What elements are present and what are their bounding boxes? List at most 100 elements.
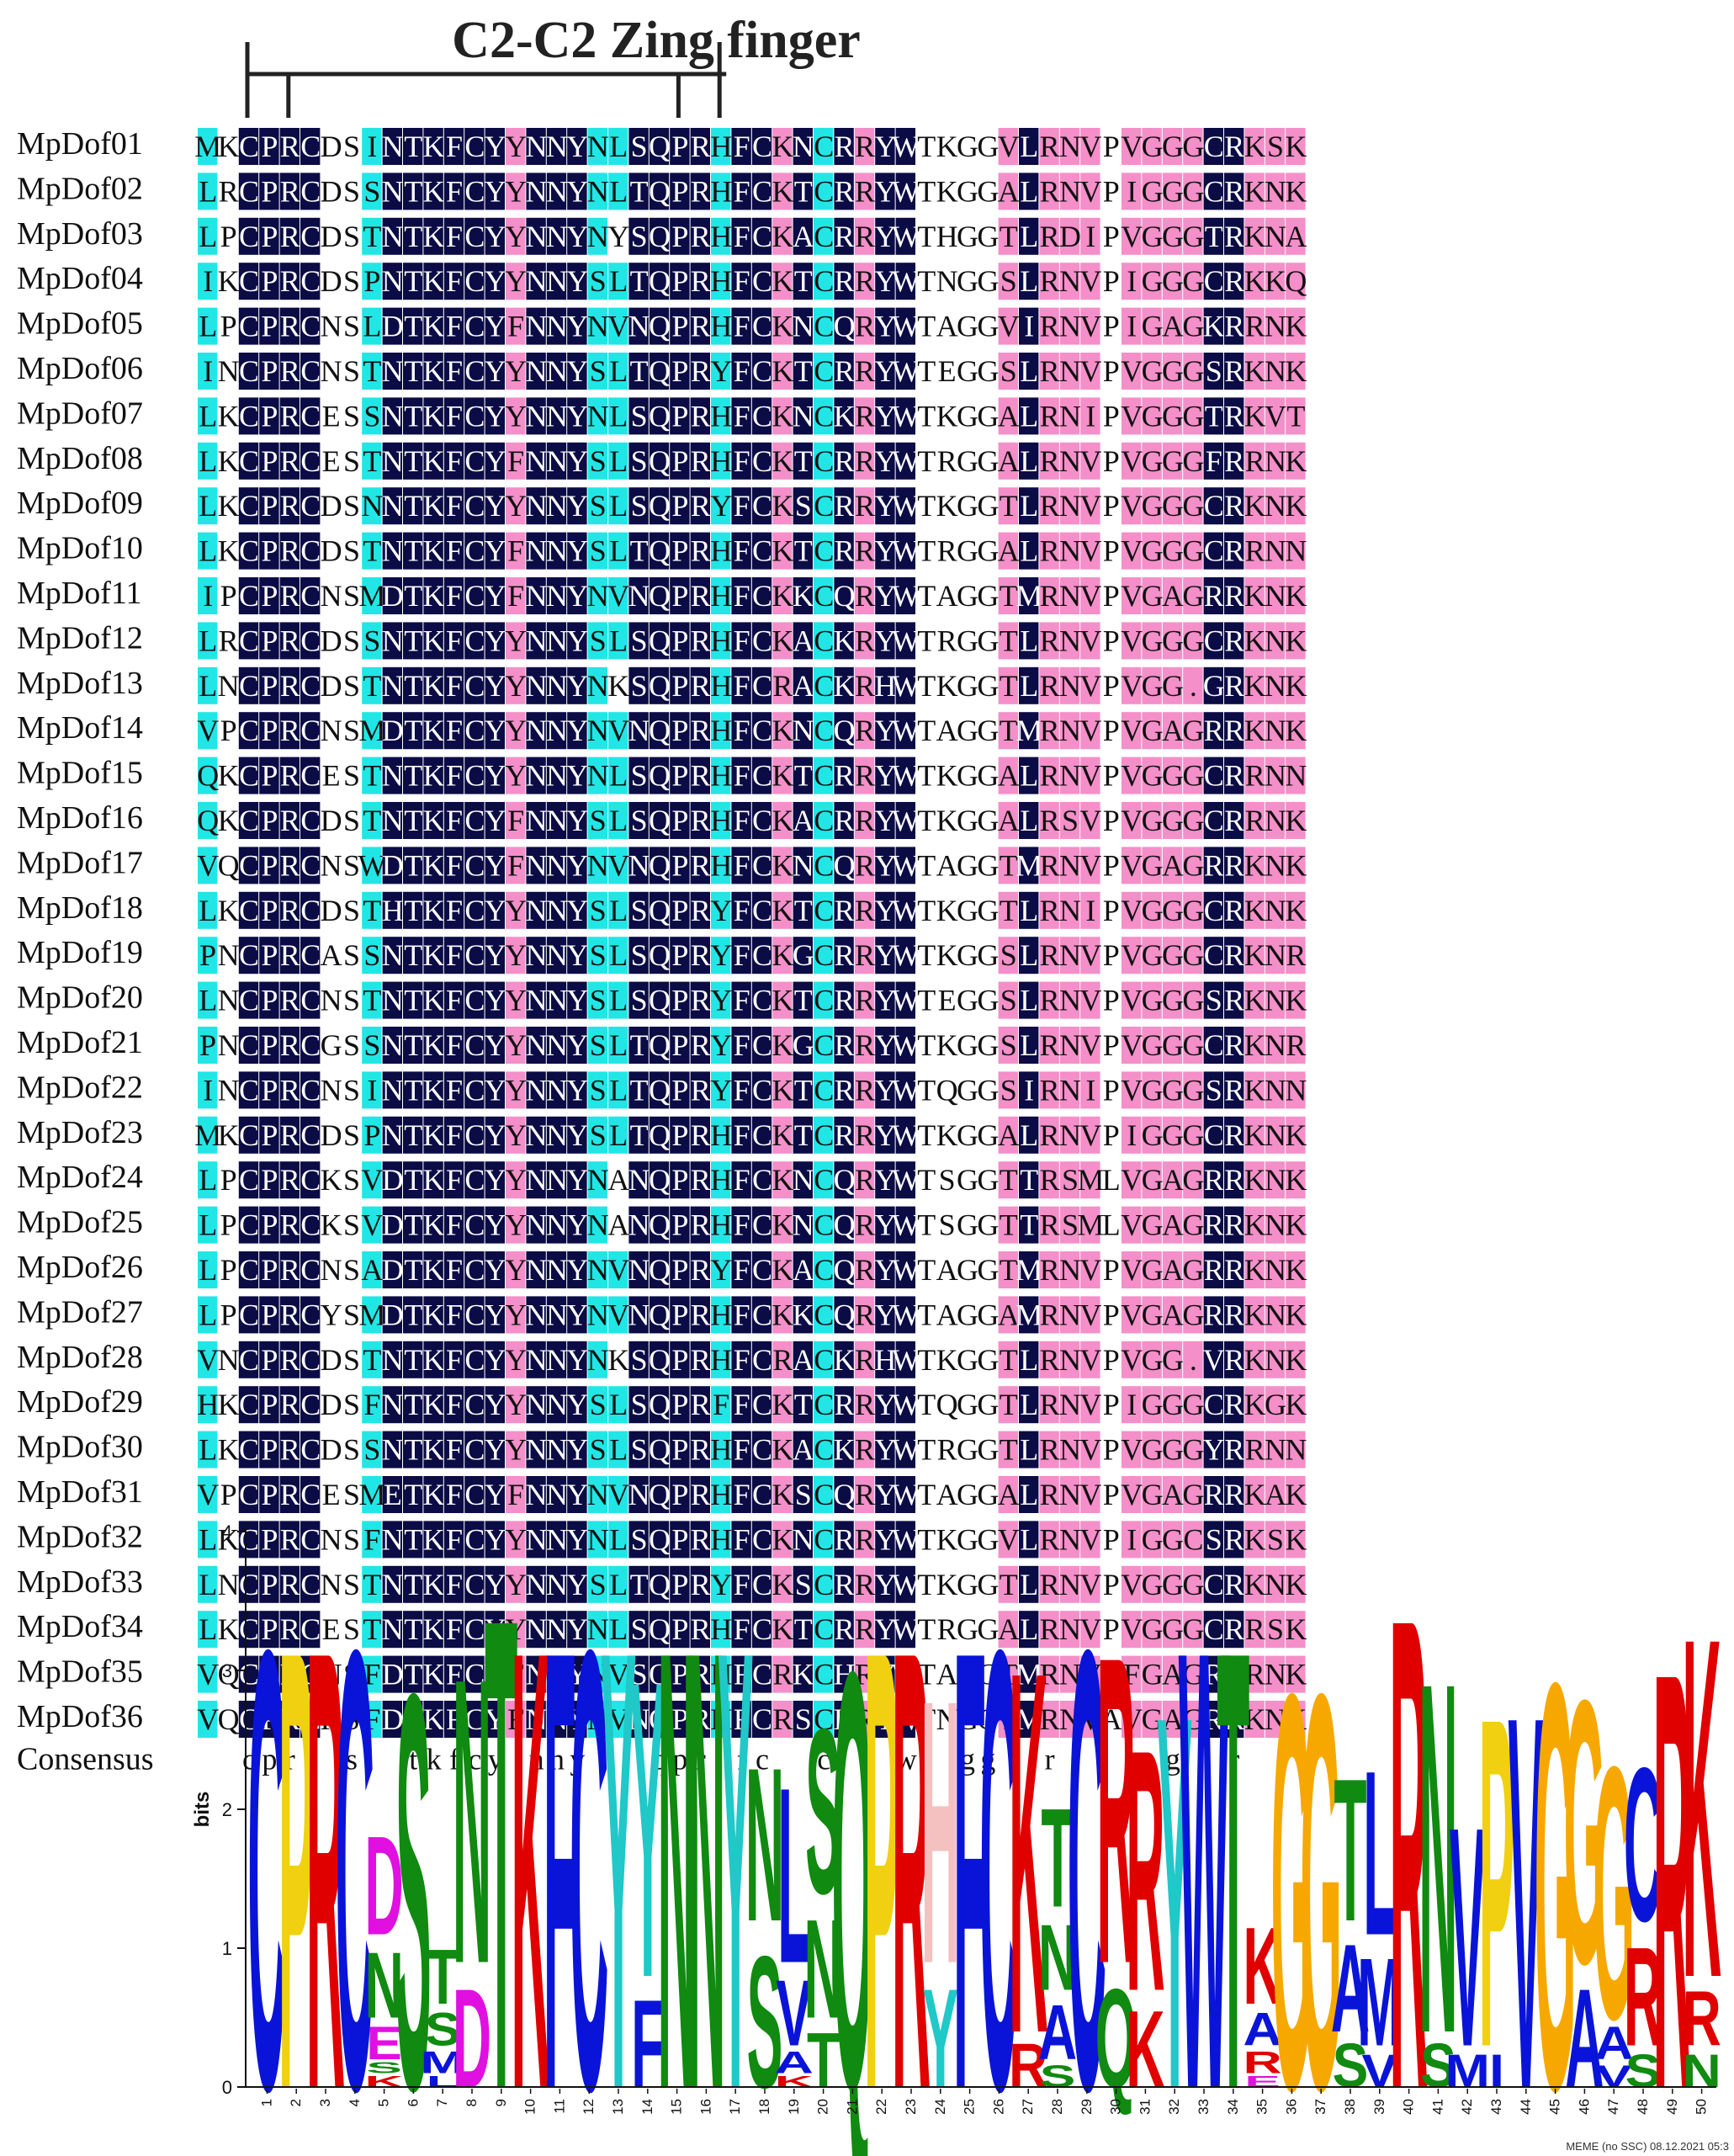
residue: D — [382, 848, 404, 882]
residue: Y — [485, 310, 506, 343]
residue: Y — [566, 938, 588, 972]
residue: P — [1103, 804, 1120, 837]
residue: R — [1224, 1433, 1244, 1467]
residue: S — [343, 804, 360, 837]
residue-cell — [238, 666, 259, 704]
residue: V — [1079, 984, 1101, 1017]
residue-cell — [649, 487, 670, 525]
residue-cell — [198, 532, 218, 570]
residue: P — [1103, 1253, 1120, 1287]
residue: V — [1079, 759, 1101, 793]
residue-cell — [875, 263, 895, 300]
residue: Q — [649, 444, 671, 478]
residue: G — [1142, 1478, 1164, 1511]
residue: V — [1203, 1343, 1225, 1377]
residue-cell — [1019, 577, 1039, 614]
residue: R — [1224, 354, 1244, 388]
residue: L — [609, 264, 628, 298]
residue: T — [630, 354, 649, 388]
residue: K — [772, 130, 793, 163]
residue: P — [671, 1028, 688, 1062]
residue: R — [772, 1343, 793, 1377]
residue: C — [752, 1612, 772, 1646]
residue: S — [631, 624, 648, 657]
residue-cell — [998, 307, 1018, 345]
residue: N — [546, 1163, 568, 1197]
residue: R — [691, 1118, 711, 1152]
residue: P — [261, 534, 278, 568]
residue: G — [977, 130, 999, 163]
residue: K — [218, 1612, 240, 1646]
residue-cell — [238, 217, 259, 255]
residue: G — [977, 354, 999, 388]
residue-cell — [464, 128, 485, 165]
residue-cell — [546, 442, 567, 480]
residue: K — [423, 1208, 445, 1242]
residue: C — [300, 804, 321, 837]
residue: S — [590, 984, 607, 1017]
residue-cell — [1224, 217, 1244, 255]
residue: A — [1285, 220, 1307, 253]
residue: A — [998, 444, 1020, 478]
residue-cell — [1224, 397, 1244, 435]
residue: F — [734, 1028, 750, 1062]
residue: R — [280, 1433, 300, 1467]
residue: K — [1244, 1388, 1266, 1421]
residue-cell — [259, 577, 279, 614]
residue-cell — [1265, 263, 1286, 300]
residue-cell — [238, 622, 259, 660]
residue: G — [957, 579, 978, 613]
residue: P — [671, 714, 688, 747]
residue-cell — [506, 128, 526, 165]
residue: R — [855, 1163, 875, 1197]
residue: P — [1103, 894, 1120, 927]
residue-cell — [772, 532, 793, 570]
residue-cell — [998, 577, 1018, 614]
residue: C — [300, 1343, 321, 1377]
residue: G — [1142, 938, 1164, 972]
residue-cell — [731, 442, 751, 480]
residue: T — [404, 984, 422, 1017]
residue-cell — [485, 263, 505, 300]
residue: C — [1204, 174, 1224, 208]
residue: S — [590, 894, 607, 927]
residue: I — [203, 264, 213, 298]
residue: P — [671, 174, 688, 208]
residue: H — [710, 759, 732, 793]
residue-cell — [526, 442, 546, 480]
residue: P — [1103, 130, 1120, 163]
residue: R — [280, 399, 300, 433]
residue-cell — [506, 217, 526, 255]
residue: L — [199, 220, 217, 253]
residue-cell — [1122, 173, 1142, 210]
sequence-name: MpDof06 — [17, 351, 143, 386]
residue: C — [752, 804, 772, 837]
residue: P — [1103, 1433, 1120, 1467]
residue-cell — [1286, 397, 1306, 435]
residue: L — [609, 624, 628, 657]
residue: K — [423, 534, 445, 568]
residue: S — [343, 1163, 360, 1197]
residue: Q — [649, 174, 671, 208]
residue: F — [446, 1028, 463, 1062]
residue-cell — [772, 577, 793, 614]
residue: N — [546, 310, 568, 343]
residue: P — [671, 624, 688, 657]
residue: S — [343, 220, 360, 253]
residue-cell — [814, 217, 834, 255]
residue: N — [1265, 759, 1286, 793]
residue-cell — [259, 622, 279, 660]
residue: V — [1079, 1298, 1101, 1331]
residue: C — [239, 534, 259, 568]
residue: C — [300, 1253, 321, 1287]
residue-cell — [1286, 173, 1306, 210]
residue: R — [1224, 1478, 1244, 1511]
residue: Y — [485, 534, 506, 568]
residue: N — [1059, 174, 1081, 208]
residue: T — [404, 1163, 422, 1197]
residue: G — [1182, 1433, 1204, 1467]
residue: K — [218, 1118, 240, 1152]
sequence-name: MpDof36 — [17, 1699, 143, 1734]
